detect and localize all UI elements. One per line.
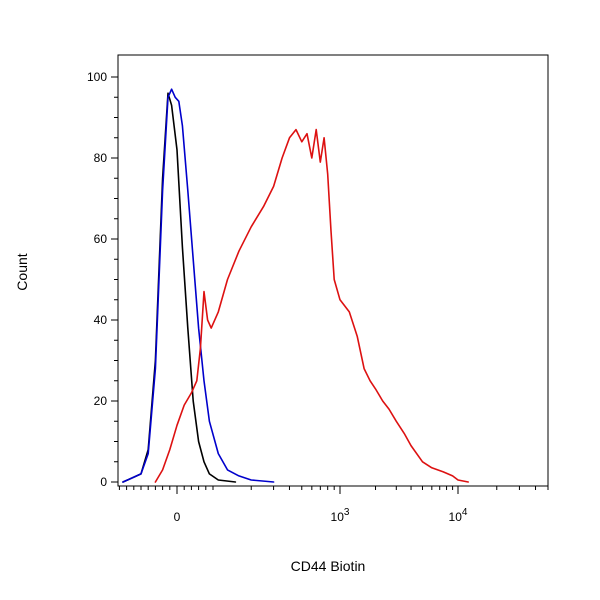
y-tick-label: 0 — [100, 475, 107, 489]
x-axis-label: CD44 Biotin — [291, 558, 366, 574]
x-tick-label-base: 10 — [449, 510, 463, 524]
x-axis: 0 103 104 — [118, 486, 549, 524]
series-line-0 — [122, 92, 237, 483]
x-tick-label: 0 — [174, 510, 181, 524]
x-tick-label-exponent: 4 — [462, 507, 468, 518]
series-layer — [122, 88, 469, 483]
x-tick-label-exponent: 3 — [344, 507, 350, 518]
y-tick-label: 20 — [94, 394, 108, 408]
x-tick-label: 103 — [331, 507, 350, 524]
y-tick-label: 60 — [94, 232, 108, 246]
y-axis: 0 20 40 60 80 100 — [87, 70, 118, 489]
y-tick-label: 80 — [94, 151, 108, 165]
y-tick-label: 100 — [87, 70, 107, 84]
x-tick-label: 104 — [449, 507, 468, 524]
series-line-1 — [122, 88, 275, 483]
y-tick-label: 40 — [94, 313, 108, 327]
series-line-2 — [154, 128, 469, 483]
plot-frame — [117, 54, 549, 487]
x-tick-label-base: 0 — [174, 510, 181, 524]
y-axis-label: Count — [14, 253, 30, 290]
x-tick-label-base: 10 — [331, 510, 345, 524]
